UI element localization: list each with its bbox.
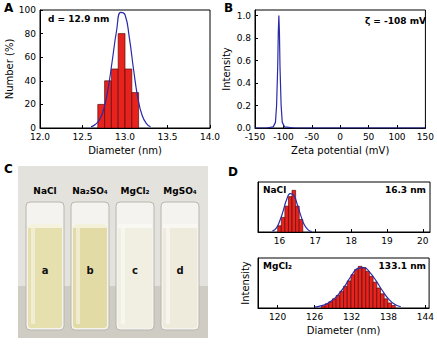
svg-text:20: 20 (25, 99, 37, 109)
svg-text:NaCl: NaCl (33, 186, 56, 196)
svg-text:60: 60 (25, 52, 37, 62)
svg-text:133.1 nm: 133.1 nm (379, 261, 426, 271)
svg-text:100: 100 (19, 5, 36, 15)
svg-text:0.0: 0.0 (236, 123, 251, 133)
svg-text:19: 19 (381, 236, 393, 246)
svg-text:100: 100 (388, 132, 405, 142)
svg-text:0.6: 0.6 (237, 56, 252, 66)
svg-text:B: B (224, 1, 233, 15)
svg-text:16: 16 (274, 236, 286, 246)
svg-text:0: 0 (30, 123, 36, 133)
svg-text:Intensity: Intensity (221, 47, 232, 91)
svg-text:132: 132 (343, 312, 360, 322)
svg-text:13.5: 13.5 (157, 132, 177, 142)
svg-text:Diameter (nm): Diameter (nm) (88, 145, 162, 156)
svg-text:16.3 nm: 16.3 nm (385, 185, 426, 195)
svg-text:150: 150 (417, 132, 434, 142)
svg-text:40: 40 (25, 76, 37, 86)
svg-text:80: 80 (25, 29, 37, 39)
html-text:C: C (4, 162, 13, 176)
svg-text:MgSO₄: MgSO₄ (163, 186, 197, 196)
svg-text:b: b (86, 265, 93, 276)
svg-text:ζ = -108 mV: ζ = -108 mV (365, 16, 426, 26)
svg-text:-50: -50 (304, 132, 319, 142)
svg-text:0: 0 (337, 132, 343, 142)
svg-text:0.2: 0.2 (237, 101, 251, 111)
svg-text:14.0: 14.0 (200, 132, 220, 142)
svg-text:17: 17 (310, 236, 321, 246)
svg-text:12.5: 12.5 (72, 132, 92, 142)
svg-text:-100: -100 (273, 132, 294, 142)
svg-text:Number (%): Number (%) (4, 39, 15, 100)
svg-text:0.4: 0.4 (237, 78, 252, 88)
svg-text:Diameter (nm): Diameter (nm) (307, 325, 381, 336)
svg-text:12.0: 12.0 (30, 132, 50, 142)
svg-text:20: 20 (417, 236, 429, 246)
svg-text:50: 50 (363, 132, 375, 142)
svg-text:120: 120 (269, 312, 286, 322)
svg-text:18: 18 (345, 236, 357, 246)
svg-text:144: 144 (417, 312, 434, 322)
svg-text:MgCl₂: MgCl₂ (263, 261, 292, 271)
svg-text:138: 138 (380, 312, 397, 322)
svg-text:D: D (228, 165, 238, 179)
svg-text:c: c (132, 265, 138, 276)
svg-text:d = 12.9 nm: d = 12.9 nm (48, 14, 109, 24)
svg-text:0.8: 0.8 (237, 33, 252, 43)
svg-text:1.0: 1.0 (237, 11, 252, 21)
svg-text:126: 126 (306, 312, 323, 322)
svg-text:a: a (42, 265, 49, 276)
svg-text:d: d (176, 265, 183, 276)
svg-text:MgCl₂: MgCl₂ (120, 186, 149, 196)
svg-text:-150: -150 (245, 132, 266, 142)
svg-text:A: A (4, 1, 14, 15)
svg-text:Intensity: Intensity (240, 261, 251, 305)
svg-text:Na₂SO₄: Na₂SO₄ (72, 186, 108, 196)
svg-text:Zeta potential (mV): Zeta potential (mV) (291, 145, 389, 156)
svg-text:13.0: 13.0 (115, 132, 135, 142)
svg-text:NaCl: NaCl (263, 185, 286, 195)
